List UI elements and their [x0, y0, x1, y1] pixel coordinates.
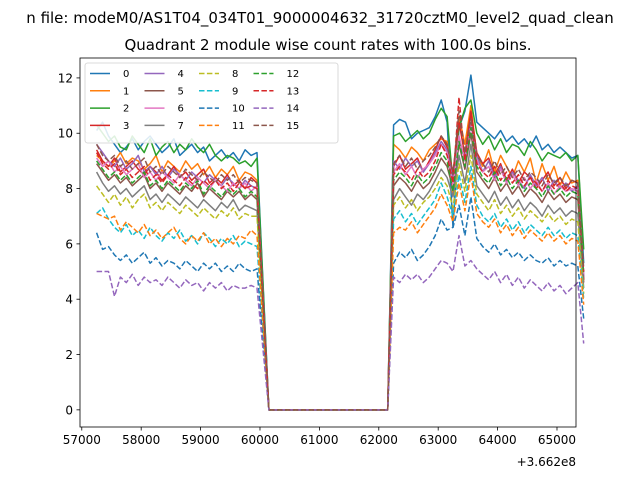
legend-frame — [84, 62, 339, 144]
legend-label-13: 13 — [287, 86, 300, 97]
y-tick-label: 6 — [65, 237, 73, 251]
x-tick-label: 63000 — [419, 433, 457, 447]
x-offset-label: +3.662e8 — [517, 455, 576, 469]
x-tick-label: 60000 — [241, 433, 279, 447]
axis-ticks: 57000 58000 59000 60000 61000 62000 63000 64000… — [58, 71, 576, 447]
legend-label-10: 10 — [232, 104, 245, 115]
legend-label-14: 14 — [287, 104, 300, 115]
series-lines — [95, 74, 585, 411]
plot-frame — [79, 57, 577, 428]
x-tick-label: 59000 — [181, 433, 219, 447]
series-line-9 — [96, 165, 585, 411]
legend-label-8: 8 — [232, 69, 238, 80]
y-tick-label: 0 — [65, 403, 73, 417]
legend-label-11: 11 — [232, 121, 245, 132]
legend-label-1: 1 — [123, 86, 129, 97]
series-line-15 — [95, 110, 585, 411]
series-line-4 — [95, 121, 585, 411]
x-tick-label: 62000 — [360, 433, 398, 447]
chart-title: Quadrant 2 module wise count rates with … — [124, 36, 532, 54]
x-tick-label: 64000 — [478, 433, 516, 447]
legend-label-5: 5 — [178, 86, 184, 97]
y-tick-label: 12 — [58, 71, 73, 85]
legend-label-6: 6 — [178, 104, 184, 115]
series-line-1 — [96, 104, 585, 411]
x-tick-label: 58000 — [122, 433, 160, 447]
series-line-14 — [96, 234, 585, 411]
y-tick-label: 10 — [58, 127, 73, 141]
legend-label-9: 9 — [232, 86, 238, 97]
legend-label-3: 3 — [123, 121, 129, 132]
x-tick-label: 65000 — [538, 433, 576, 447]
series-line-10 — [95, 196, 585, 411]
series-line-12 — [95, 126, 585, 411]
series-line-11 — [96, 173, 585, 411]
legend-label-7: 7 — [178, 121, 184, 132]
legend-label-4: 4 — [178, 69, 184, 80]
series-line-3 — [95, 110, 585, 411]
figure-suptitle: n file: modeM0/AS1T04_034T01_9000004632_… — [26, 9, 614, 27]
legend-label-12: 12 — [287, 69, 300, 80]
legend-label-2: 2 — [123, 104, 129, 115]
y-tick-label: 4 — [65, 293, 73, 307]
x-tick-label: 57000 — [63, 433, 101, 447]
legend-label-15: 15 — [287, 121, 300, 132]
y-tick-label: 2 — [65, 348, 73, 362]
legend-label-0: 0 — [123, 69, 129, 80]
x-tick-label: 61000 — [300, 433, 338, 447]
series-line-13 — [95, 96, 585, 411]
y-tick-label: 8 — [65, 182, 73, 196]
